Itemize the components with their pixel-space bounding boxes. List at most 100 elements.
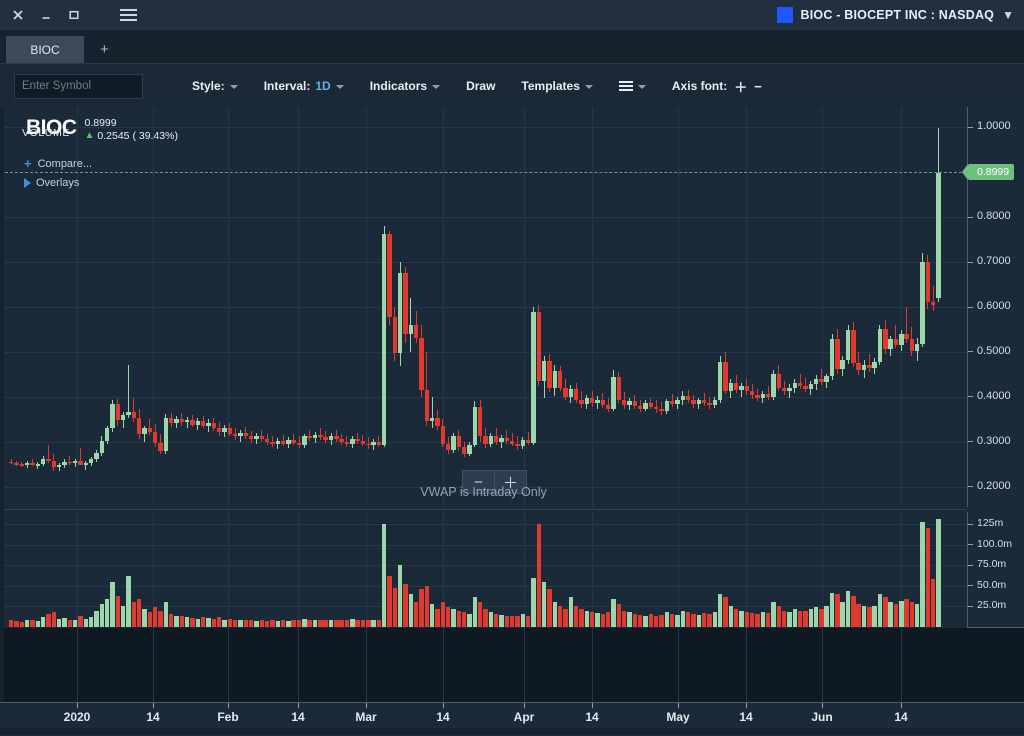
candle-wick	[506, 430, 507, 443]
candle-wick	[768, 386, 769, 399]
candle-body	[84, 463, 88, 465]
volume-bar	[824, 606, 828, 627]
volume-bar	[180, 616, 184, 627]
draw-button[interactable]: Draw	[453, 79, 508, 93]
candle-body	[659, 409, 663, 411]
interval-menu[interactable]: Interval: 1D	[251, 79, 357, 93]
maximize-icon[interactable]	[68, 9, 80, 21]
volume-bar	[505, 616, 509, 628]
minimize-icon[interactable]	[40, 9, 52, 21]
candle-body	[579, 400, 583, 404]
volume-bar	[68, 620, 72, 627]
price-plot[interactable]	[0, 107, 967, 507]
volume-bar	[819, 609, 823, 627]
volume-bar	[793, 609, 797, 627]
candle-body	[515, 444, 519, 447]
volume-bar	[387, 576, 391, 627]
volume-bar	[777, 606, 781, 627]
candle-body	[622, 400, 626, 405]
volume-bar	[94, 611, 98, 627]
volume-bar	[809, 609, 813, 627]
candle-body	[835, 339, 839, 369]
volume-bar	[745, 612, 749, 627]
candle-body	[537, 312, 541, 380]
tab-bioc[interactable]: BIOC	[6, 36, 84, 63]
axis-font-decrease-icon[interactable]: −	[754, 79, 762, 94]
axis-font-control[interactable]: Axis font: ＋ −	[659, 77, 775, 96]
volume-bar	[25, 620, 29, 627]
gridline-horizontal	[0, 586, 967, 587]
candle-body	[185, 420, 189, 422]
overlays-button[interactable]: Overlays	[24, 177, 79, 189]
volume-bar	[526, 616, 530, 628]
volume-bar	[382, 524, 386, 627]
candle-body	[9, 462, 13, 463]
volume-bar	[57, 619, 61, 627]
volume-bar	[494, 614, 498, 627]
add-tab-button[interactable]: +	[100, 41, 109, 58]
symbol-input[interactable]: Enter Symbol	[14, 74, 143, 99]
title-bar: BIOC - BIOCEPT INC : NASDAQ ▼	[0, 0, 1024, 30]
volume-bar	[398, 565, 402, 627]
volume-bar	[920, 522, 924, 627]
volume-bar	[537, 524, 541, 627]
indicators-menu[interactable]: Indicators	[357, 79, 453, 93]
volume-bar	[318, 620, 322, 627]
candle-body	[761, 394, 765, 398]
candle-body	[313, 435, 317, 439]
volume-bar	[116, 596, 120, 627]
candle-body	[888, 339, 892, 349]
candle-wick	[528, 432, 529, 445]
volume-bar	[686, 612, 690, 627]
candle-body	[371, 442, 375, 446]
candle-body	[105, 428, 109, 441]
volume-bar	[361, 620, 365, 627]
list-menu-button[interactable]	[606, 81, 659, 91]
style-menu[interactable]: Style:	[179, 79, 251, 93]
candle-body	[473, 407, 477, 445]
compare-label: Compare...	[38, 158, 92, 170]
overlays-label: Overlays	[36, 177, 79, 189]
axis-font-increase-icon[interactable]: ＋	[734, 77, 747, 96]
candle-wick	[933, 286, 934, 310]
volume-bar	[169, 614, 173, 627]
candle-body	[830, 339, 834, 376]
volume-bar	[329, 620, 333, 627]
filter-icon[interactable]: ▼	[1002, 9, 1014, 21]
candle-body	[260, 436, 264, 440]
volume-bar	[158, 611, 162, 627]
volume-bar	[851, 596, 855, 627]
volume-bar	[531, 578, 535, 627]
candle-body	[164, 418, 168, 450]
candle-body	[617, 377, 621, 399]
candle-wick	[512, 433, 513, 446]
compare-button[interactable]: + Compare...	[24, 157, 92, 170]
ticker-values: 0.8999 ▲ 0.2545 ( 39.43%)	[85, 117, 178, 141]
candle-body	[670, 401, 674, 404]
volume-bar	[174, 616, 178, 628]
volume-bar	[755, 614, 759, 627]
volume-bar	[100, 604, 104, 627]
gridline-horizontal	[0, 352, 967, 353]
candle-body	[451, 436, 455, 449]
app-menu-icon[interactable]	[120, 9, 137, 21]
volume-bar	[638, 615, 642, 627]
candle-body	[745, 386, 749, 391]
templates-menu[interactable]: Templates	[508, 79, 605, 93]
candle-body	[190, 420, 194, 424]
volume-bar	[302, 619, 306, 627]
candle-body	[30, 463, 34, 465]
volume-bar	[73, 620, 77, 627]
volume-bar	[579, 609, 583, 627]
candle-body	[126, 412, 130, 415]
candle-body	[238, 433, 242, 437]
candle-body	[355, 439, 359, 441]
last-price-tag: 0.8999	[968, 164, 1014, 180]
volume-plot[interactable]	[0, 512, 967, 702]
close-icon[interactable]	[12, 9, 24, 21]
volume-bar	[691, 614, 695, 627]
volume-bar	[702, 613, 706, 627]
candle-body	[121, 415, 125, 420]
